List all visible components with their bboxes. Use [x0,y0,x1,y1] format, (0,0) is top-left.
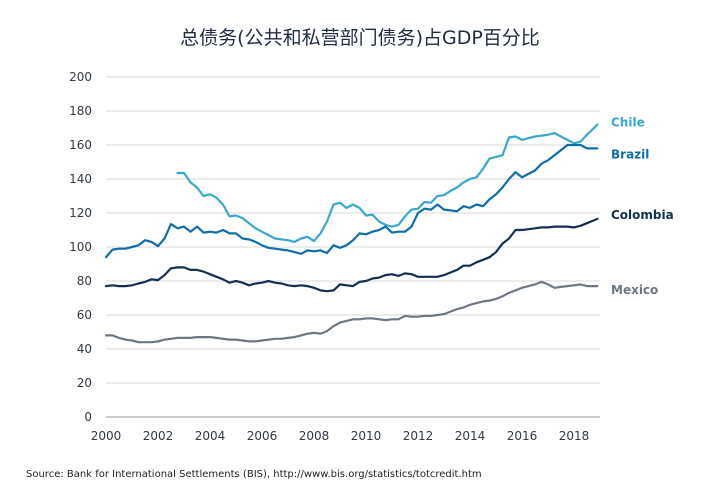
y-tick-label: 200 [69,70,92,84]
y-axis-ticks: 0 20 40 60 80 100 120 140 160 180 200 [69,70,92,424]
y-tick-label: 80 [77,274,92,288]
y-tick-label: 60 [77,308,92,322]
series-label-brazil: Brazil [611,147,649,161]
x-tick-label: 2000 [91,429,122,443]
series-line-colombia [104,217,599,293]
y-tick-label: 20 [77,376,92,390]
y-tick-label: 120 [69,206,92,220]
y-tick-label: 100 [69,240,92,254]
x-tick-label: 2006 [247,429,278,443]
source-note: Source: Bank for International Settlemen… [26,469,482,480]
x-tick-label: 2008 [299,429,330,443]
x-tick-label: 2016 [507,429,538,443]
y-tick-label: 0 [84,410,92,424]
series-line-mexico [104,280,599,344]
y-tick-label: 160 [69,138,92,152]
x-tick-label: 2014 [455,429,486,443]
x-tick-label: 2002 [143,429,174,443]
x-tick-label: 2018 [559,429,590,443]
x-tick-label: 2012 [403,429,434,443]
series-line-brazil [104,143,599,259]
grid-lines [106,76,600,418]
y-tick-label: 180 [69,104,92,118]
series-label-chile: Chile [611,116,645,130]
x-tick-label: 2010 [351,429,382,443]
x-tick-label: 2004 [195,429,226,443]
y-tick-label: 140 [69,172,92,186]
series-label-colombia: Colombia [611,208,674,222]
y-tick-label: 40 [77,342,92,356]
series-labels: Chile Brazil Colombia Mexico [611,116,674,298]
x-axis-ticks: 2000 2002 2004 2006 2008 2010 2012 2014 2016 2018 [91,429,590,443]
chart-title: 总债务(公共和私营部门债务)占GDP百分比 [180,27,540,49]
series-lines [104,123,599,344]
series-line-chile [176,123,599,243]
series-label-mexico: Mexico [611,283,658,297]
